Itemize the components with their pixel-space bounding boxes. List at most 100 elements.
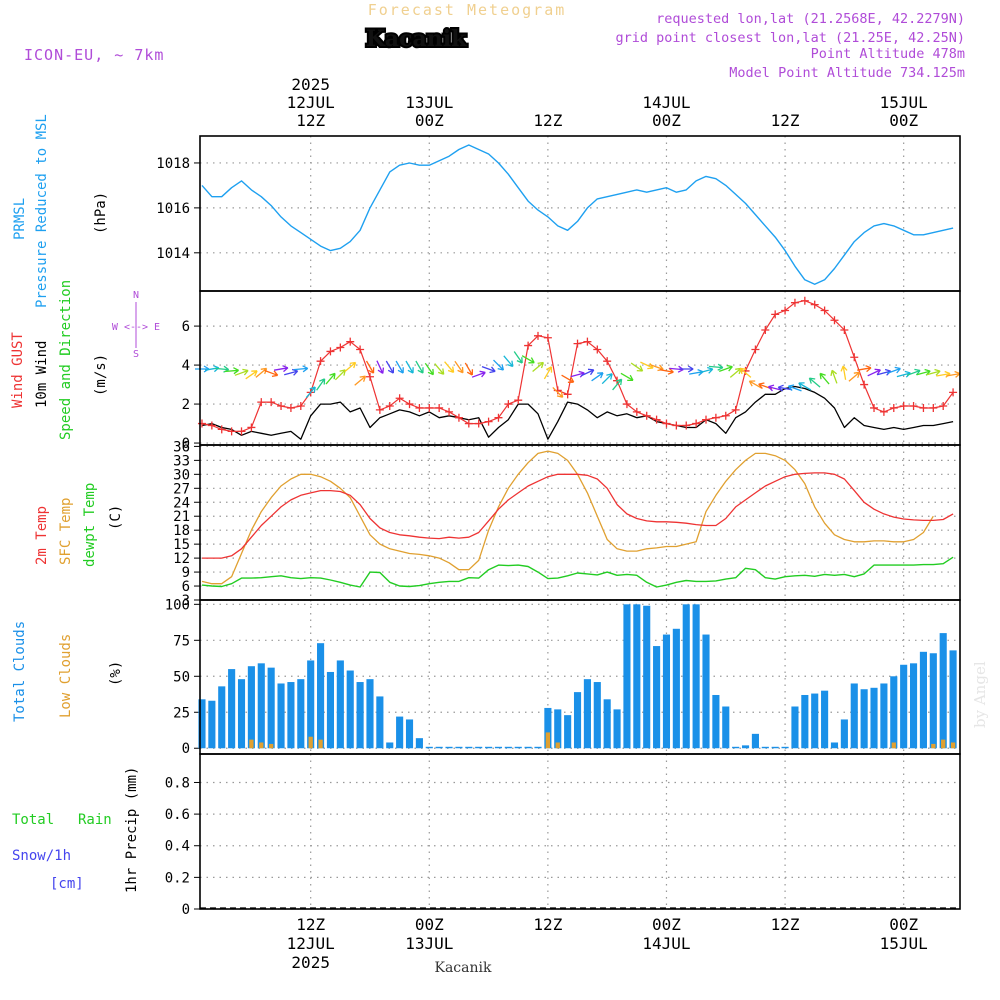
total-cloud-bar	[662, 634, 671, 749]
y-tick-label: 75	[173, 633, 190, 649]
wind-gust-marker	[731, 405, 740, 414]
x-tick-label-bottom: 12JUL	[287, 934, 335, 953]
y-tick-label: 25	[173, 705, 190, 721]
y-tick-label: 0.6	[165, 807, 190, 823]
panel-frame	[199, 290, 961, 446]
total-cloud-bar	[653, 646, 661, 749]
total-cloud-bar	[682, 604, 690, 749]
wind-gust-marker	[583, 337, 592, 346]
wind-direction-arrow	[376, 360, 385, 374]
x-tick-label-top: 12Z	[771, 111, 800, 130]
wind-direction-arrow	[926, 368, 941, 376]
x-tick-label-top: 14JUL	[642, 93, 690, 112]
total-cloud-bar	[593, 682, 601, 749]
y-tick-label: 33	[173, 453, 190, 469]
wind-gust-marker	[286, 403, 295, 412]
y-tick-label: 9	[182, 565, 190, 581]
wind-10m-line	[201, 385, 954, 440]
y-tick-label: 1014	[156, 246, 190, 262]
temp-2m-line	[202, 472, 954, 559]
wind-gust-marker	[375, 405, 384, 414]
y-tick-label: 1016	[156, 201, 190, 217]
wind-gust-marker	[682, 421, 691, 430]
wind-direction-arrow	[532, 361, 545, 372]
y-tick-label: 27	[173, 481, 190, 497]
precip-label-total: Total	[12, 812, 54, 828]
wind-gust-marker	[563, 390, 572, 399]
wind-gust-marker	[889, 403, 898, 412]
total-cloud-bar	[356, 682, 364, 749]
panel-frame	[199, 444, 961, 601]
x-tick-label-bottom: 00Z	[889, 915, 918, 934]
wind-direction-arrow	[718, 364, 733, 373]
total-cloud-bar	[504, 746, 512, 749]
wind-gust-marker	[761, 325, 770, 334]
total-cloud-bar	[860, 689, 868, 749]
total-cloud-bar	[307, 660, 315, 749]
low-cloud-bar	[318, 739, 323, 749]
y-tick-label: 50	[173, 669, 190, 685]
wind-gust-marker	[464, 419, 473, 428]
wind-gust-marker	[593, 345, 602, 354]
x-tick-label-top: 00Z	[889, 111, 918, 130]
wind-gust-marker	[632, 407, 641, 416]
x-tick-label-top: 2025	[291, 75, 330, 94]
total-cloud-bar	[702, 634, 710, 749]
total-cloud-bar	[228, 669, 236, 749]
wind-label-gust: Wind GUST	[10, 332, 26, 408]
total-cloud-bar	[603, 699, 611, 749]
total-cloud-bar	[405, 719, 414, 749]
low-cloud-bar	[891, 742, 896, 749]
wind-direction-arrow	[284, 368, 299, 376]
y-tick-label: 21	[173, 509, 190, 525]
temp-label-unit: (C)	[108, 505, 124, 530]
wind-gust-marker	[365, 372, 374, 381]
pressure-label-prmsl: PRMSL	[12, 198, 28, 240]
wind-direction-arrow	[601, 373, 613, 385]
total-cloud-bar	[494, 746, 503, 749]
wind-direction-arrow	[767, 384, 783, 392]
wind-gust-marker	[622, 400, 631, 409]
wind-gust-marker	[830, 316, 839, 325]
precip-label-snow: Snow/1h	[12, 848, 71, 864]
wind-gust-marker	[405, 400, 414, 409]
precip-label-cm: [cm]	[50, 876, 84, 892]
wind-direction-arrow	[580, 368, 595, 377]
chart-location-title: Kacanik	[366, 26, 467, 52]
wind-gust-marker	[514, 396, 523, 405]
chart-location-title-fill: Kacanik	[366, 26, 467, 52]
low-cloud-bar	[555, 742, 560, 749]
wind-gust-marker	[247, 423, 256, 432]
wind-gust-marker	[879, 407, 888, 416]
wind-direction-arrow	[354, 375, 367, 386]
wind-direction-arrow	[493, 359, 505, 371]
wind-gust-marker	[385, 402, 394, 411]
model-altitude: Model Point Altitude 734.125m	[729, 65, 965, 81]
y-tick-label: 0	[182, 902, 190, 918]
total-cloud-bar	[623, 604, 631, 749]
wind-direction-arrow	[787, 384, 802, 392]
wind-direction-arrow	[385, 360, 395, 374]
wind-direction-arrow	[630, 362, 644, 372]
low-cloud-bar	[950, 742, 956, 749]
total-cloud-bar	[791, 706, 799, 749]
wind-gust-marker	[870, 403, 879, 412]
panel-frame	[199, 135, 961, 292]
compass-s: S	[133, 349, 139, 360]
wind-direction-arrow	[513, 351, 523, 364]
wind-direction-arrow	[334, 369, 346, 381]
wind-direction-arrow	[857, 365, 872, 373]
total-cloud-bar	[376, 696, 384, 749]
total-cloud-bar	[247, 666, 255, 749]
y-tick-label: 3	[182, 593, 190, 609]
total-cloud-bar	[929, 653, 937, 749]
wind-gust-marker	[800, 296, 809, 305]
cloud-label-unit: (%)	[108, 661, 124, 686]
wind-gust-marker	[543, 333, 552, 342]
wind-gust-marker	[277, 402, 286, 411]
total-cloud-bar	[475, 746, 483, 749]
wind-gust-marker	[454, 413, 463, 422]
total-cloud-bar	[257, 663, 265, 749]
wind-gust-marker	[790, 298, 799, 307]
x-tick-label-top: 13JUL	[405, 93, 453, 112]
